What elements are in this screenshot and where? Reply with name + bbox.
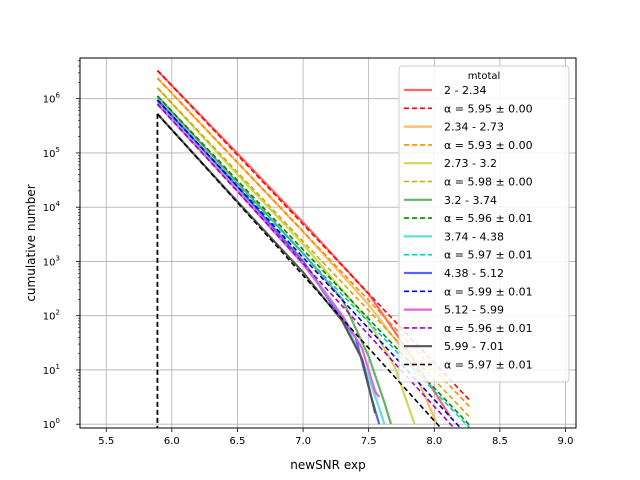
legend: mtotal 2 - 2.34 α = 5.95 ± 0.00 2.34 - 2.7… — [398, 65, 570, 383]
legend-label: 5.12 - 5.99 — [444, 304, 504, 317]
legend-label: 3.74 - 4.38 — [444, 230, 504, 243]
y-axis-label: cumulative number — [24, 184, 38, 301]
series-line-13 — [156, 103, 455, 429]
y-tick-label: 102 — [43, 309, 60, 323]
legend-label: α = 5.96 ± 0.01 — [444, 212, 533, 225]
y-tick-exponent: 0 — [56, 417, 60, 425]
legend-label: α = 5.95 ± 0.00 — [444, 102, 533, 115]
legend-label: 5.99 - 7.01 — [444, 340, 504, 353]
x-axis-label: newSNR exp — [290, 458, 365, 472]
series-line-4 — [156, 87, 416, 425]
y-tick-label: 100 — [43, 417, 60, 431]
x-tick-label: 9.0 — [558, 436, 574, 447]
x-tick-label: 7.5 — [361, 436, 377, 447]
y-tick-label: 106 — [43, 92, 61, 106]
legend-label: α = 5.97 ± 0.01 — [444, 359, 533, 372]
legend-label: 3.2 - 3.74 — [444, 194, 497, 207]
y-tick-exponent: 1 — [56, 363, 60, 371]
y-tick-exponent: 5 — [56, 146, 60, 154]
x-axis-ticks: 5.5 6.0 6.5 7.0 7.5 8.0 8.5 9.0 — [98, 428, 573, 447]
series-line-15 — [156, 113, 442, 429]
y-tick-label: 104 — [43, 200, 61, 214]
y-tick-exponent: 6 — [56, 92, 61, 100]
x-tick-label: 8.5 — [492, 436, 508, 447]
y-tick-label: 101 — [43, 363, 60, 377]
y-tick-exponent: 4 — [56, 200, 61, 208]
y-tick-label: 103 — [43, 254, 60, 268]
legend-label: 2.73 - 3.2 — [444, 157, 497, 170]
legend-title: mtotal — [468, 71, 501, 82]
x-tick-label: 6.5 — [230, 436, 246, 447]
legend-label: α = 5.97 ± 0.01 — [444, 249, 533, 262]
y-tick-label: 105 — [43, 146, 60, 160]
legend-label: α = 5.99 ± 0.01 — [444, 285, 533, 298]
legend-label: 2 - 2.34 — [444, 84, 486, 97]
legend-label: 4.38 - 5.12 — [444, 267, 504, 280]
plot-frame — [79, 57, 577, 429]
legend-items: 2 - 2.34 α = 5.95 ± 0.00 2.34 - 2.73 α = 5.… — [404, 84, 533, 372]
x-tick-label: 8.0 — [426, 436, 442, 447]
y-tick-exponent: 3 — [56, 254, 60, 262]
legend-box — [398, 65, 570, 383]
y-tick-exponent: 2 — [56, 309, 60, 317]
x-tick-label: 6.0 — [164, 436, 180, 447]
legend-label: α = 5.98 ± 0.00 — [444, 176, 533, 189]
series-line-12 — [156, 103, 381, 398]
series-line-14 — [156, 113, 377, 414]
legend-label: 2.34 - 2.73 — [444, 121, 504, 134]
legend-label: α = 5.96 ± 0.01 — [444, 322, 533, 335]
x-tick-label: 5.5 — [98, 436, 114, 447]
x-tick-label: 7.0 — [295, 436, 311, 447]
legend-label: α = 5.93 ± 0.00 — [444, 139, 533, 152]
